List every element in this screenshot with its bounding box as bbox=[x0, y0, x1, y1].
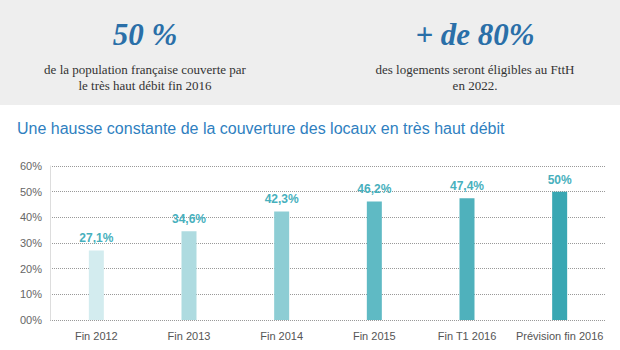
svg-text:Fin T1 2016: Fin T1 2016 bbox=[438, 330, 497, 342]
html-text:le très haut débit fin 2016: le très haut débit fin 2016 bbox=[78, 78, 212, 93]
svg-text:20%: 20% bbox=[20, 263, 42, 275]
svg-text:Une hausse constante de la cou: Une hausse constante de la couverture de… bbox=[17, 120, 505, 137]
html-text:+ de 80%: + de 80% bbox=[415, 17, 535, 52]
svg-text:00%: 00% bbox=[20, 314, 42, 326]
svg-text:27,1%: 27,1% bbox=[79, 231, 113, 245]
svg-text:50%: 50% bbox=[20, 186, 42, 198]
svg-text:Fin 2013: Fin 2013 bbox=[168, 330, 211, 342]
svg-text:47,4%: 47,4% bbox=[450, 179, 484, 193]
svg-text:Fin 2012: Fin 2012 bbox=[75, 330, 118, 342]
svg-text:34,6%: 34,6% bbox=[172, 212, 206, 226]
svg-text:Fin 2015: Fin 2015 bbox=[353, 330, 396, 342]
html-text:en 2022.: en 2022. bbox=[452, 78, 498, 93]
html-text:de la population française cou: de la population française couverte par bbox=[44, 62, 246, 77]
html-text:des logements seront éligibles: des logements seront éligibles au FttH bbox=[375, 62, 575, 77]
html-text:50 %: 50 % bbox=[112, 17, 178, 52]
svg-text:46,2%: 46,2% bbox=[357, 182, 391, 196]
svg-text:30%: 30% bbox=[20, 237, 42, 249]
svg-text:10%: 10% bbox=[20, 288, 42, 300]
svg-text:42,3%: 42,3% bbox=[265, 192, 299, 206]
svg-text:Prévision fin 2016: Prévision fin 2016 bbox=[516, 330, 603, 342]
svg-text:40%: 40% bbox=[20, 211, 42, 223]
svg-text:60%: 60% bbox=[20, 160, 42, 172]
svg-text:50%: 50% bbox=[548, 173, 572, 187]
svg-text:Fin 2014: Fin 2014 bbox=[260, 330, 303, 342]
